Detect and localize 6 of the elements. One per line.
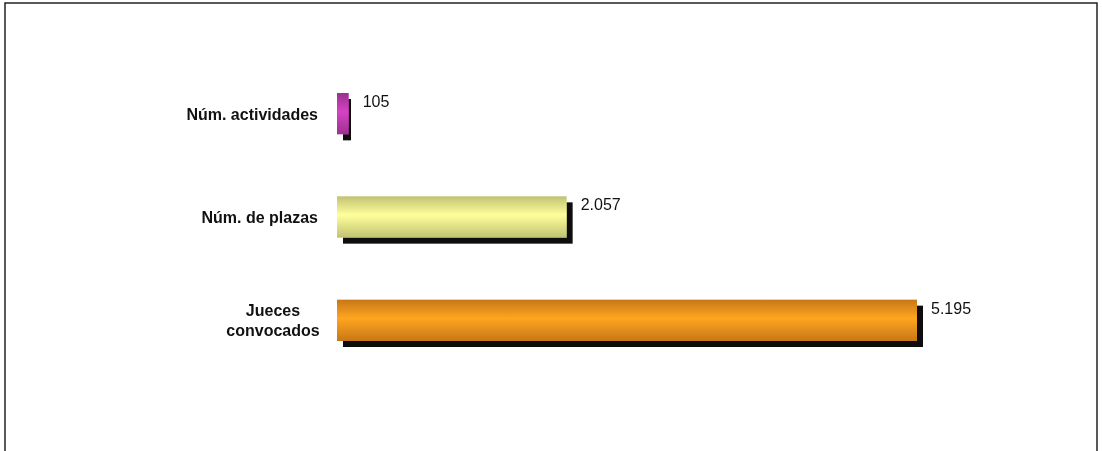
y-tick-label: Núm. de plazas [201,209,319,226]
y-tick-label: Núm. actividades [186,105,319,123]
data-label: 2.057 [580,196,621,214]
y-tick-label: Jueces convocados [226,302,320,340]
data-label: 5.195 [931,299,972,317]
data-label: 105 [362,93,390,110]
